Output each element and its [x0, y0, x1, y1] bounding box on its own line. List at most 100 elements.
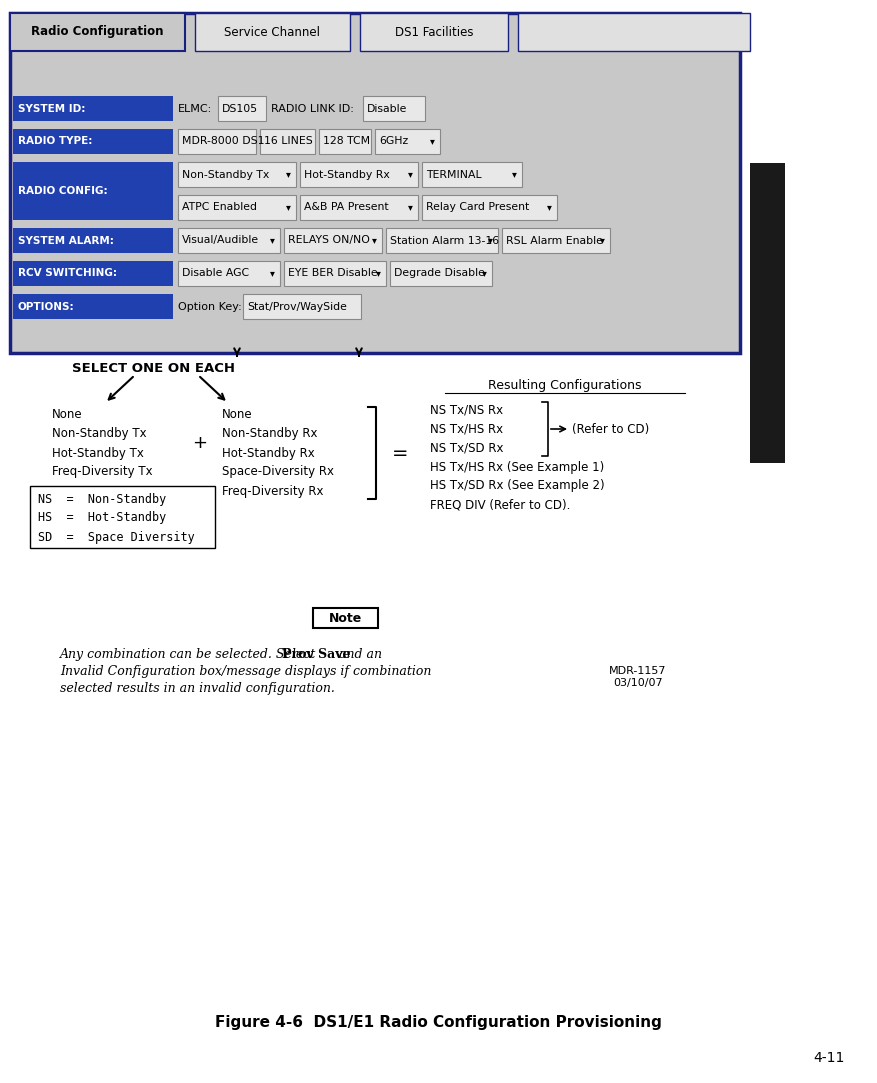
Bar: [195, 13, 350, 51]
Bar: [10, 13, 740, 353]
Text: ▾: ▾: [481, 269, 487, 278]
Bar: [10, 13, 185, 51]
Text: =: =: [392, 444, 409, 462]
Bar: [422, 195, 557, 220]
Text: FREQ DIV (Refer to CD).: FREQ DIV (Refer to CD).: [430, 498, 570, 511]
Text: Hot-Standby Tx: Hot-Standby Tx: [52, 446, 144, 459]
Bar: [518, 13, 750, 51]
Text: None: None: [52, 408, 82, 421]
Bar: [260, 129, 315, 154]
Text: ▾: ▾: [546, 203, 552, 212]
Text: ▾: ▾: [600, 235, 604, 246]
Text: Hot-Standby Rx: Hot-Standby Rx: [222, 446, 315, 459]
Text: HS Tx/HS Rx (See Example 1): HS Tx/HS Rx (See Example 1): [430, 460, 604, 473]
Text: ▾: ▾: [430, 136, 434, 146]
Bar: [422, 162, 522, 187]
Text: NS Tx/NS Rx: NS Tx/NS Rx: [430, 404, 503, 417]
Bar: [13, 261, 173, 286]
Text: SD  =  Space Diversity: SD = Space Diversity: [38, 531, 195, 544]
Bar: [312, 608, 377, 628]
Text: Disable AGC: Disable AGC: [182, 269, 249, 278]
Text: ▾: ▾: [286, 203, 290, 212]
Text: ▾: ▾: [408, 203, 412, 212]
Bar: [750, 164, 785, 464]
Text: Station Alarm 13-16: Station Alarm 13-16: [390, 235, 499, 246]
Text: Figure 4-6  DS1/E1 Radio Configuration Provisioning: Figure 4-6 DS1/E1 Radio Configuration Pr…: [215, 1016, 662, 1031]
Text: ▾: ▾: [488, 235, 493, 246]
Text: Radio Configuration: Radio Configuration: [31, 26, 163, 39]
Text: HS Tx/SD Rx (See Example 2): HS Tx/SD Rx (See Example 2): [430, 480, 604, 493]
Text: +: +: [192, 434, 208, 453]
Bar: [178, 229, 280, 253]
Bar: [13, 96, 173, 121]
Text: Freq-Diversity Rx: Freq-Diversity Rx: [222, 484, 324, 497]
Text: None: None: [222, 408, 253, 421]
Text: NS Tx/HS Rx: NS Tx/HS Rx: [430, 422, 503, 435]
Bar: [178, 195, 296, 220]
Text: OPTIONS:: OPTIONS:: [18, 301, 75, 312]
Text: MDR-1157
03/10/07: MDR-1157 03/10/07: [610, 666, 667, 688]
Bar: [13, 229, 173, 253]
Text: 128 TCM: 128 TCM: [323, 136, 370, 146]
Text: HS  =  Hot-Standby: HS = Hot-Standby: [38, 511, 167, 524]
Bar: [13, 162, 173, 220]
Text: and an: and an: [335, 648, 382, 661]
Text: Freq-Diversity Tx: Freq-Diversity Tx: [52, 466, 153, 479]
Text: Invalid Configuration box/message displays if combination: Invalid Configuration box/message displa…: [60, 665, 431, 678]
Text: ELMC:: ELMC:: [178, 104, 212, 114]
Bar: [502, 229, 610, 253]
Text: TERMINAL: TERMINAL: [426, 170, 481, 180]
Text: Visual/Audible: Visual/Audible: [182, 235, 259, 246]
Text: RADIO TYPE:: RADIO TYPE:: [18, 136, 92, 146]
Bar: [375, 129, 440, 154]
Bar: [319, 129, 371, 154]
Text: Prov Save: Prov Save: [282, 648, 351, 661]
Text: SYSTEM ALARM:: SYSTEM ALARM:: [18, 235, 114, 246]
Bar: [30, 486, 215, 548]
Text: DS105: DS105: [222, 104, 258, 114]
Text: ▾: ▾: [286, 170, 290, 180]
Text: EYE BER Disable: EYE BER Disable: [288, 269, 378, 278]
Text: RELAYS ON/NO: RELAYS ON/NO: [288, 235, 370, 246]
Bar: [363, 96, 425, 121]
Text: SYSTEM ID:: SYSTEM ID:: [18, 104, 85, 114]
Text: ▾: ▾: [375, 269, 381, 278]
Bar: [390, 261, 492, 286]
Text: 16 LINES: 16 LINES: [264, 136, 313, 146]
Text: DS1 Facilities: DS1 Facilities: [395, 26, 474, 39]
Text: ▾: ▾: [408, 170, 412, 180]
Text: NS  =  Non-Standby: NS = Non-Standby: [38, 493, 167, 506]
Text: A&B PA Present: A&B PA Present: [304, 203, 389, 212]
Bar: [386, 229, 498, 253]
Bar: [300, 162, 418, 187]
Text: Disable: Disable: [367, 104, 408, 114]
Text: Hot-Standby Rx: Hot-Standby Rx: [304, 170, 389, 180]
Bar: [284, 229, 382, 253]
Bar: [178, 261, 280, 286]
Text: ATPC Enabled: ATPC Enabled: [182, 203, 257, 212]
Text: 4-11: 4-11: [814, 1051, 845, 1065]
Text: Degrade Disable: Degrade Disable: [394, 269, 485, 278]
Text: Resulting Configurations: Resulting Configurations: [488, 378, 642, 391]
Bar: [300, 195, 418, 220]
Text: Stat/Prov/WaySide: Stat/Prov/WaySide: [247, 301, 347, 312]
Text: Non-Standby Tx: Non-Standby Tx: [52, 428, 146, 441]
Bar: [218, 96, 266, 121]
Text: NS Tx/SD Rx: NS Tx/SD Rx: [430, 442, 503, 455]
Bar: [284, 261, 386, 286]
Text: selected results in an invalid configuration.: selected results in an invalid configura…: [60, 682, 335, 695]
Text: ▾: ▾: [269, 269, 275, 278]
Bar: [360, 13, 508, 51]
Text: Relay Card Present: Relay Card Present: [426, 203, 529, 212]
Text: RSL Alarm Enable: RSL Alarm Enable: [506, 235, 602, 246]
Text: Service Channel: Service Channel: [224, 26, 320, 39]
Text: RADIO CONFIG:: RADIO CONFIG:: [18, 186, 108, 196]
Text: Option Key:: Option Key:: [178, 301, 242, 312]
Bar: [243, 293, 361, 319]
Bar: [178, 162, 296, 187]
Bar: [13, 293, 173, 319]
Text: SELECT ONE ON EACH: SELECT ONE ON EACH: [72, 362, 235, 375]
Text: 6GHz: 6GHz: [379, 136, 409, 146]
Text: ▾: ▾: [511, 170, 517, 180]
Text: Note: Note: [328, 612, 361, 625]
